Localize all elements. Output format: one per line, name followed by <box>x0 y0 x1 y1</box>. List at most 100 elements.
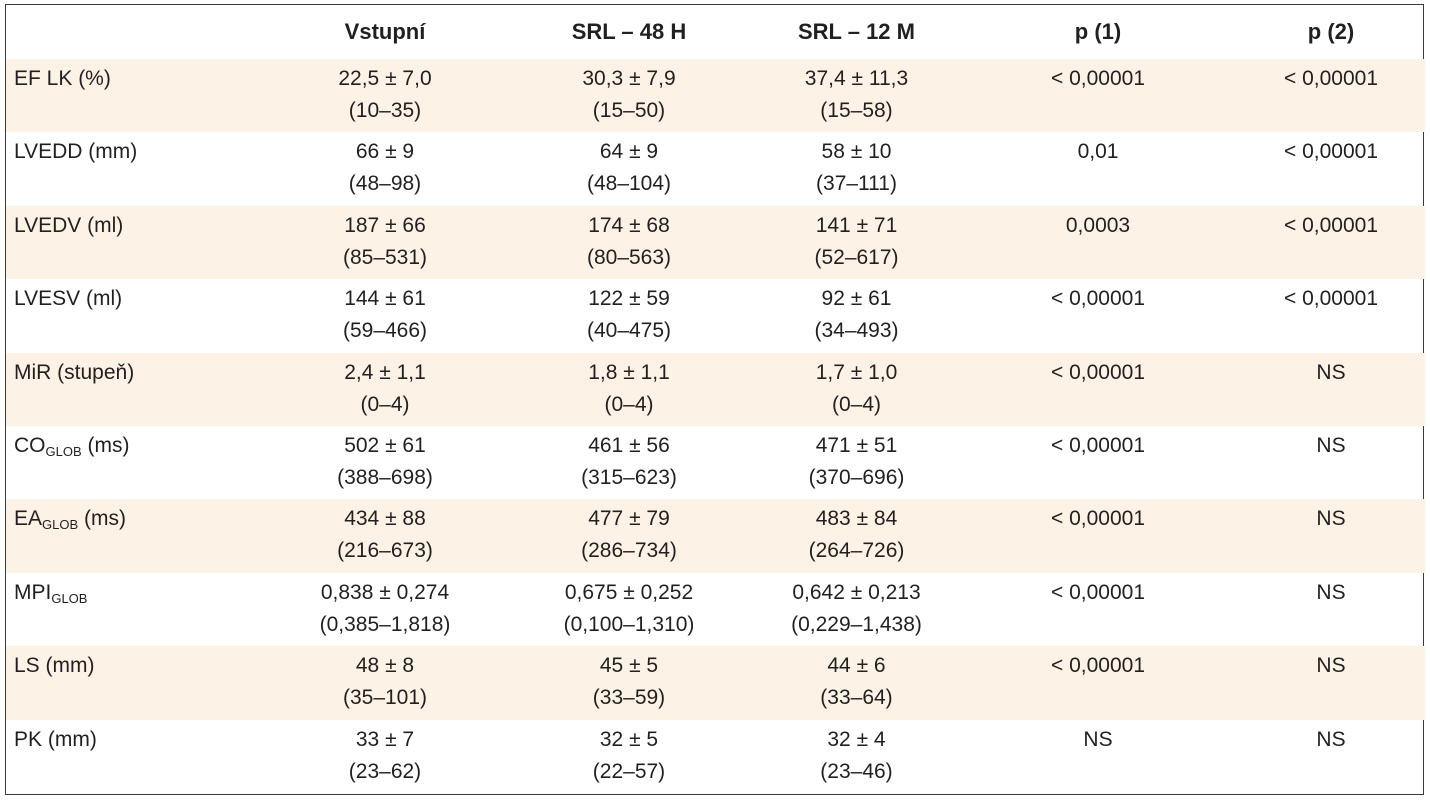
p-value-1: < 0,00001 <box>1050 654 1145 678</box>
value-mean: 502 ± 61 <box>344 433 426 457</box>
value-range: (286–734) <box>581 539 677 563</box>
p-value-1: < 0,00001 <box>1050 507 1145 531</box>
value-vstupni: 502 ± 61 (388–698) <box>266 426 504 499</box>
value-range: (23–46) <box>820 759 893 783</box>
value-srl-12m: 92 ± 61 (34–493) <box>754 279 959 352</box>
p-value-1: < 0,00001 <box>1050 433 1145 457</box>
value-vstupni: 48 ± 8 (35–101) <box>266 646 504 719</box>
value-mean: 2,4 ± 1,1 <box>344 360 426 384</box>
value-mean: 483 ± 84 <box>815 507 898 531</box>
value-vstupni: 144 ± 61 (59–466) <box>266 279 504 352</box>
value-range: (33–59) <box>592 686 666 710</box>
parameter-unit: (ms) <box>81 433 130 457</box>
value-range: (388–698) <box>337 465 433 489</box>
table-row: PK (mm) 33 ± 7 (23–62) 32 ± 5 (22–57) 32 ± 4 (… <box>6 720 1425 793</box>
header-cell-srl-12m: SRL – 12 M <box>798 19 915 44</box>
value-mean: 0,675 ± 0,252 <box>564 580 694 604</box>
p-value-2: < 0,00001 <box>1283 140 1378 164</box>
value-srl-48h: 32 ± 5 (22–57) <box>504 720 754 793</box>
results-table-frame: Vstupní SRL – 48 H SRL – 12 M p (1) p (2… <box>5 4 1425 795</box>
value-srl-12m: 1,7 ± 1,0 (0–4) <box>754 353 959 426</box>
value-srl-12m: 483 ± 84 (264–726) <box>754 499 959 572</box>
value-vstupni: 434 ± 88 (216–673) <box>266 499 504 572</box>
parameter-name: LVESV (ml) <box>14 287 123 311</box>
value-range: (15–58) <box>820 99 893 122</box>
value-mean: 122 ± 59 <box>588 287 670 311</box>
parameter-subscript: GLOB <box>45 443 82 459</box>
value-mean: 141 ± 71 <box>815 213 898 237</box>
value-srl-48h: 461 ± 56 (315–623) <box>504 426 754 499</box>
value-range: (10–35) <box>348 99 422 122</box>
parameter-name: CO <box>14 433 46 457</box>
value-srl-48h: 174 ± 68 (80–563) <box>504 206 754 279</box>
p-value-2: < 0,00001 <box>1283 67 1378 90</box>
p-value-2: NS <box>1316 580 1346 604</box>
value-srl-48h: 122 ± 59 (40–475) <box>504 279 754 352</box>
p-value-2: NS <box>1316 727 1346 751</box>
value-mean: 434 ± 88 <box>344 507 426 531</box>
value-mean: 461 ± 56 <box>588 433 670 457</box>
p-value-1: < 0,00001 <box>1050 580 1145 604</box>
value-mean: 37,4 ± 11,3 <box>804 67 909 90</box>
value-range: (0,229–1,438) <box>791 612 922 636</box>
value-mean: 1,8 ± 1,1 <box>588 360 670 384</box>
value-mean: 174 ± 68 <box>588 213 670 237</box>
value-range: (0–4) <box>360 392 410 416</box>
value-vstupni: 33 ± 7 (23–62) <box>266 720 504 793</box>
value-mean: 0,642 ± 0,213 <box>792 580 921 604</box>
value-vstupni: 66 ± 9 (48–98) <box>266 132 504 205</box>
value-srl-12m: 0,642 ± 0,213 (0,229–1,438) <box>754 573 959 646</box>
value-range: (0–4) <box>831 392 882 416</box>
value-srl-48h: 477 ± 79 (286–734) <box>504 499 754 572</box>
parameter-subscript: GLOB <box>51 590 88 606</box>
value-mean: 0,838 ± 0,274 <box>320 580 450 604</box>
p-value-2: < 0,00001 <box>1283 213 1378 237</box>
value-range: (37–111) <box>816 172 897 196</box>
table-row: COGLOB (ms) 502 ± 61 (388–698) 461 ± 56 (315… <box>6 426 1425 499</box>
parameter-label: LS (mm) <box>6 646 266 719</box>
p-value-2: NS <box>1316 507 1346 531</box>
value-srl-48h: 45 ± 5 (33–59) <box>504 646 754 719</box>
value-mean: 33 ± 7 <box>355 727 415 751</box>
value-range: (0,385–1,818) <box>319 612 451 636</box>
parameter-name: PK (mm) <box>14 727 97 751</box>
value-vstupni: 22,5 ± 7,0 (10–35) <box>266 59 504 132</box>
value-srl-48h: 30,3 ± 7,9 (15–50) <box>504 59 754 132</box>
table-row: LVESV (ml) 144 ± 61 (59–466) 122 ± 59 (40–47… <box>6 279 1425 352</box>
header-cell-parameter <box>6 5 266 59</box>
value-mean: 32 ± 4 <box>827 727 886 751</box>
value-mean: 48 ± 8 <box>355 654 415 678</box>
value-srl-12m: 58 ± 10 (37–111) <box>754 132 959 205</box>
p-value-1: < 0,00001 <box>1050 360 1145 384</box>
value-range: (264–726) <box>808 539 905 563</box>
p-value-2: < 0,00001 <box>1283 287 1378 311</box>
table-row: MiR (stupeň) 2,4 ± 1,1 (0–4) 1,8 ± 1,1 (0–4)… <box>6 352 1425 426</box>
value-range: (315–623) <box>581 465 677 489</box>
value-mean: 1,7 ± 1,0 <box>815 360 898 384</box>
p-value-1: 0,01 <box>1077 140 1119 164</box>
value-range: (23–62) <box>348 759 422 783</box>
value-srl-48h: 0,675 ± 0,252 (0,100–1,310) <box>504 573 754 646</box>
value-mean: 45 ± 5 <box>599 654 659 678</box>
parameter-name: EA <box>14 507 43 531</box>
value-range: (33–64) <box>820 686 893 710</box>
value-range: (59–466) <box>342 319 428 343</box>
parameter-label: MiR (stupeň) <box>6 353 266 426</box>
value-vstupni: 187 ± 66 (85–531) <box>266 206 504 279</box>
parameter-label: EF LK (%) <box>6 59 266 132</box>
value-range: (216–673) <box>337 539 433 563</box>
value-vstupni: 0,838 ± 0,274 (0,385–1,818) <box>266 573 504 646</box>
value-range: (22–57) <box>592 759 666 783</box>
value-mean: 64 ± 9 <box>599 140 659 164</box>
value-range: (35–101) <box>342 686 428 710</box>
value-range: (48–98) <box>348 172 422 196</box>
value-range: (0–4) <box>604 392 654 416</box>
value-srl-12m: 44 ± 6 (33–64) <box>754 646 959 719</box>
value-range: (0,100–1,310) <box>563 612 695 636</box>
table-row: EF LK (%) 22,5 ± 7,0 (10–35) 30,3 ± 7,9 (15–… <box>6 59 1425 133</box>
value-srl-48h: 64 ± 9 (48–104) <box>504 132 754 205</box>
value-mean: 44 ± 6 <box>827 654 886 678</box>
value-vstupni: 2,4 ± 1,1 (0–4) <box>266 353 504 426</box>
header-row: Vstupní SRL – 48 H SRL – 12 M p (1) p (2… <box>6 5 1425 59</box>
value-mean: 477 ± 79 <box>588 507 670 531</box>
